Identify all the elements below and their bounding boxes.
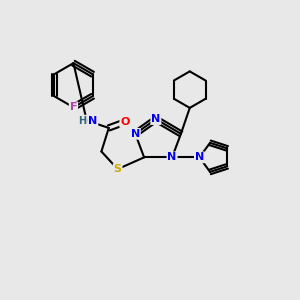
Text: H: H bbox=[79, 116, 87, 126]
Text: O: O bbox=[120, 117, 130, 127]
Text: N: N bbox=[195, 152, 204, 162]
Text: N: N bbox=[131, 129, 140, 139]
Text: N: N bbox=[151, 114, 160, 124]
Text: F: F bbox=[70, 102, 77, 112]
Text: N: N bbox=[88, 116, 98, 126]
Text: S: S bbox=[114, 164, 122, 174]
Text: N: N bbox=[167, 152, 177, 162]
